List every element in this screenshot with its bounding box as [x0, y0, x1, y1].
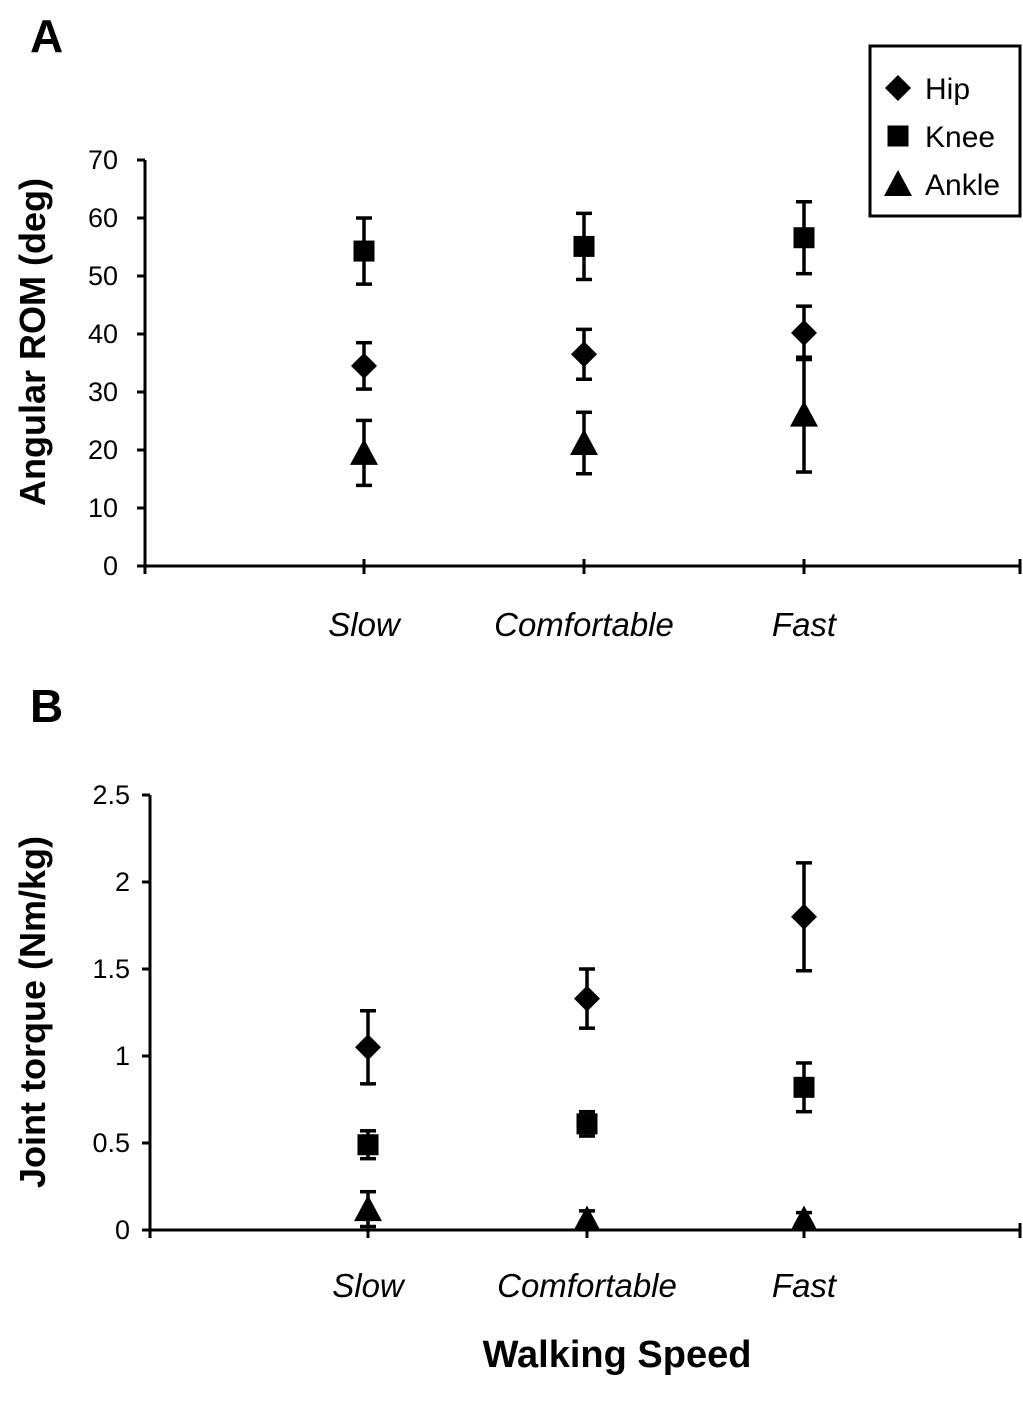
panel-b-hip-point-group [355, 1009, 381, 1086]
panel-b-ankle-marker [354, 1195, 382, 1222]
panel-a-letter: A [30, 10, 63, 62]
panel-b-knee-point-group [793, 1061, 815, 1114]
panel-a-ankle-point-group [350, 418, 378, 488]
panel-b-y-tick-label: 1.5 [92, 954, 130, 984]
panel-a-hip-marker [791, 319, 817, 346]
panel-a-y-tick-label: 30 [88, 377, 118, 407]
panel-b-hip-point-group [791, 861, 817, 973]
legend-ankle-marker [884, 170, 912, 196]
legend-knee-label: Knee [925, 121, 995, 154]
panel-a-hip-point-group [791, 304, 817, 362]
x-axis-label: Walking Speed [483, 1334, 752, 1376]
panel-b-y-axis-label: Joint torque (Nm/kg) [12, 836, 53, 1188]
panel-b-ankle-point-group [573, 1205, 601, 1232]
panel-b-y-tick-label: 2 [115, 867, 130, 897]
panel-a-ankle-marker [790, 400, 818, 427]
panel-a-y-axis-label: Angular ROM (deg) [12, 178, 53, 506]
panel-a-knee-marker [353, 240, 375, 262]
panel-a: A Angular ROM (deg) 0 10 20 30 40 50 60 70 Slow C… [12, 10, 1022, 643]
panel-a-category-label: Comfortable [494, 606, 674, 643]
panel-b-hip-marker [355, 1034, 381, 1061]
panel-a-knee-marker [573, 235, 595, 257]
panel-b-axes: 0 0.5 1 1.5 2 2.5 Slow Comfortable Fast [92, 780, 1022, 1304]
legend-hip-label: Hip [925, 73, 970, 106]
panel-b-ankle-point-group [354, 1189, 382, 1229]
panel-a-ankle-point-group [790, 355, 818, 474]
panel-b-y-tick-label: 2.5 [92, 780, 130, 810]
panel-a-hip-marker [351, 352, 377, 379]
legend-ankle-label: Ankle [925, 169, 1000, 202]
panel-a-y-tick-label: 50 [88, 261, 118, 291]
legend-hip-marker [885, 75, 911, 101]
panel-b-category-label: Comfortable [497, 1267, 677, 1304]
panel-a-y-tick-label: 40 [88, 319, 118, 349]
legend: Hip Knee Ankle [868, 44, 1022, 218]
panel-a-y-tick-label: 60 [88, 203, 118, 233]
panel-a-ankle-marker [350, 438, 378, 465]
panel-a-knee-point-group [353, 216, 375, 286]
panel-a-knee-marker [793, 227, 815, 249]
panel-b-knee-marker [793, 1076, 815, 1098]
legend-knee-marker [887, 125, 909, 147]
panel-a-hip-marker [571, 341, 597, 368]
panel-b-y-tick-label: 0 [115, 1215, 130, 1245]
panel-b-ankle-point-group [790, 1205, 818, 1232]
panel-a-axes: 0 10 20 30 40 50 60 70 Slow Comfortable Fast [88, 145, 1022, 643]
panel-a-knee-point-group [573, 211, 595, 282]
panel-a-ankle-point-group [570, 410, 598, 476]
panel-b-knee-marker [576, 1113, 598, 1135]
panel-b: B Joint torque (Nm/kg) 0 0.5 1 1.5 2 2.5 Slow C… [12, 680, 1022, 1304]
panel-b-hip-point-group [574, 967, 600, 1030]
panel-b-category-label: Slow [332, 1267, 406, 1304]
panel-a-y-tick-label: 20 [88, 435, 118, 465]
panel-a-hip-point-group [571, 327, 597, 381]
panel-a-y-tick-label: 70 [88, 145, 118, 175]
panel-b-knee-point-group [357, 1129, 379, 1161]
panel-b-knee-point-group [576, 1109, 598, 1138]
panel-a-knee-point-group [793, 200, 815, 276]
panel-a-category-label: Slow [328, 606, 402, 643]
panel-b-hip-marker [791, 903, 817, 930]
panel-a-ankle-marker [570, 429, 598, 456]
panel-a-y-tick-label: 10 [88, 493, 118, 523]
panel-b-marks [354, 861, 818, 1232]
panel-b-ankle-marker [573, 1205, 601, 1232]
panel-a-category-label: Fast [772, 606, 838, 643]
panel-b-ankle-marker [790, 1205, 818, 1232]
panel-b-hip-marker [574, 985, 600, 1012]
panel-a-marks [350, 200, 818, 488]
panel-b-category-label: Fast [772, 1267, 838, 1304]
panel-a-hip-point-group [351, 340, 377, 391]
panel-b-letter: B [30, 680, 63, 732]
panel-b-knee-marker [357, 1134, 379, 1156]
panel-b-y-tick-label: 1 [115, 1041, 130, 1071]
panel-a-y-tick-label: 0 [103, 551, 118, 581]
panel-b-y-tick-label: 0.5 [92, 1128, 130, 1158]
legend-items: Hip Knee Ankle [884, 73, 1000, 202]
